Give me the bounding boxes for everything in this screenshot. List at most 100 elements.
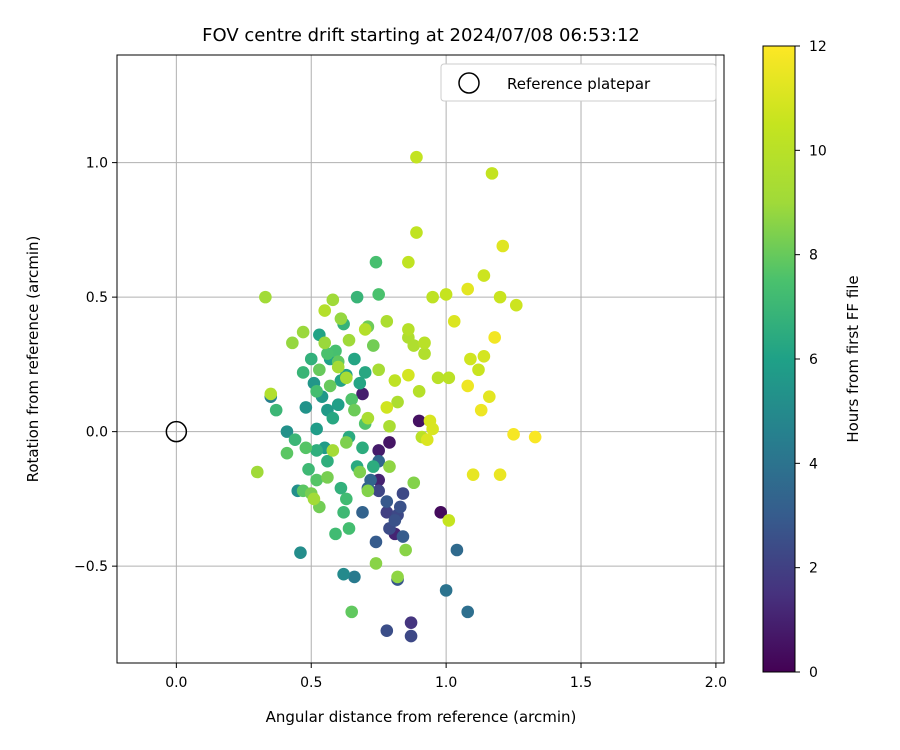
data-point	[348, 403, 361, 417]
data-point	[426, 422, 439, 436]
data-point	[404, 629, 418, 643]
data-point	[383, 460, 396, 473]
data-point	[461, 605, 475, 619]
legend: Reference platepar	[440, 63, 717, 102]
data-point	[380, 624, 394, 638]
data-point	[326, 293, 340, 307]
data-point	[356, 441, 369, 455]
data-point	[321, 454, 334, 468]
reference-platepar-marker	[165, 420, 188, 443]
data-point	[342, 522, 356, 535]
data-point	[321, 471, 334, 484]
data-point	[402, 368, 415, 382]
data-point	[302, 463, 315, 476]
data-point	[383, 419, 396, 433]
data-points	[250, 150, 542, 643]
data-point	[356, 387, 369, 401]
data-point	[388, 374, 402, 387]
colorbar-tick-label: 12	[809, 39, 827, 55]
data-point	[366, 460, 380, 473]
data-point	[340, 371, 353, 385]
data-point	[372, 288, 385, 301]
data-point	[410, 226, 423, 239]
colorbar-ticks: 0 2 4 6 8 10 12	[795, 39, 827, 681]
y-axis-label: Rotation from reference (arcmin)	[24, 236, 42, 483]
data-point	[310, 384, 323, 398]
data-point	[331, 360, 345, 374]
data-point	[485, 167, 499, 180]
colorbar-label: Hours from first FF file	[844, 275, 862, 442]
colorbar-gradient	[762, 45, 796, 673]
data-point	[509, 298, 523, 312]
legend-marker-icon	[458, 72, 480, 94]
data-point	[461, 379, 475, 393]
data-point	[407, 339, 421, 352]
y-tick-label: 0.0	[86, 425, 108, 441]
x-tick-label: 2.0	[705, 675, 727, 691]
data-point	[350, 290, 364, 304]
data-point	[361, 484, 375, 498]
data-point	[464, 352, 477, 366]
data-point	[321, 347, 334, 360]
x-ticks: 0.0 0.5 1.0 1.5 2.0	[165, 663, 727, 691]
data-point	[304, 352, 318, 366]
data-point	[342, 333, 356, 347]
data-point	[399, 543, 412, 557]
data-point	[366, 339, 380, 352]
data-point	[431, 371, 445, 385]
data-point	[358, 323, 372, 336]
data-point	[345, 393, 359, 406]
legend-box	[440, 63, 717, 102]
data-point	[310, 473, 323, 487]
data-point	[372, 444, 385, 457]
plot-frame	[116, 54, 725, 664]
data-point	[488, 331, 501, 344]
data-point	[259, 290, 272, 304]
data-point	[439, 288, 453, 301]
data-point	[418, 336, 431, 350]
data-point	[310, 444, 323, 457]
x-tick-label: 0.0	[165, 675, 187, 691]
legend-entry: Reference platepar	[507, 75, 651, 93]
data-point	[434, 506, 448, 519]
data-point	[361, 411, 375, 425]
data-point	[396, 530, 410, 543]
data-point	[493, 290, 507, 304]
data-point	[334, 481, 348, 495]
data-point	[396, 487, 410, 500]
data-point	[337, 567, 350, 581]
data-point	[264, 387, 278, 401]
y-tick-label: −0.5	[74, 559, 108, 575]
data-point	[313, 363, 326, 377]
data-point	[474, 403, 488, 417]
grid-lines	[117, 55, 724, 663]
data-point	[345, 605, 359, 619]
colorbar-tick-label: 2	[809, 561, 818, 577]
data-point	[380, 495, 394, 508]
data-point	[353, 376, 367, 390]
data-point	[391, 395, 404, 409]
data-point	[334, 312, 348, 325]
data-point	[286, 336, 299, 350]
data-point	[299, 401, 313, 414]
data-point	[369, 535, 383, 549]
colorbar-tick-label: 8	[809, 248, 818, 264]
data-point	[507, 428, 520, 441]
data-point	[412, 414, 426, 428]
data-point	[340, 436, 353, 449]
data-point	[323, 379, 337, 393]
colorbar-tick-label: 6	[809, 352, 818, 368]
data-point	[418, 347, 431, 360]
data-point	[472, 363, 485, 377]
data-point	[280, 425, 294, 438]
data-point	[393, 500, 407, 514]
data-point	[318, 304, 332, 317]
y-tick-label: 1.0	[86, 156, 108, 172]
data-point	[358, 366, 372, 379]
data-point	[420, 433, 434, 447]
data-point	[331, 398, 345, 412]
y-ticks: −0.5 0.0 0.5 1.0	[74, 156, 117, 575]
data-point	[337, 506, 350, 519]
data-point	[447, 315, 461, 328]
